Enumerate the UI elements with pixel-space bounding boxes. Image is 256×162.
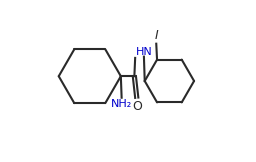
Text: I: I — [154, 29, 158, 42]
Text: O: O — [133, 100, 143, 113]
Text: NH₂: NH₂ — [111, 99, 132, 109]
Text: HN: HN — [135, 47, 152, 57]
